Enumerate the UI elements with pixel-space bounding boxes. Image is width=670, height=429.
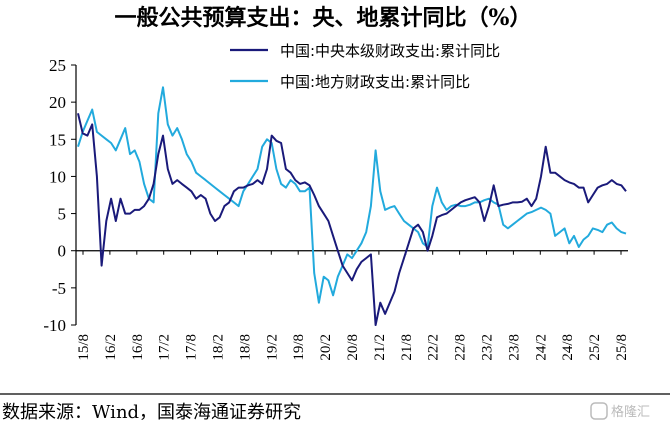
x-tick-label: 19/2 [264,334,280,361]
y-tick-label: 5 [58,205,67,224]
source-note: 数据来源：Wind，国泰海通证券研究 [2,402,301,423]
x-tick-label: 17/8 [184,334,200,361]
x-tick-label: 20/8 [345,334,361,361]
x-tick-label: 19/8 [291,334,307,361]
watermark-text: 格隆汇 [611,404,650,420]
x-tick-label: 25/8 [614,334,630,361]
x-tick-label: 24/2 [533,334,549,361]
x-tick-label: 17/2 [157,334,173,361]
watermark-logo-icon [590,402,608,420]
x-tick-label: 16/2 [103,334,119,361]
x-tick-label: 18/8 [237,334,253,361]
legend-label: 中国:中央本级财政支出:累计同比 [280,42,500,60]
x-tick-label: 25/2 [587,334,603,361]
plot-area: -10 -5 0 5 10 15 20 25 15/8 16/2 16/8 17/2 17/8 18/2 1… [43,56,630,361]
y-tick-label: 25 [49,56,66,75]
legend-label: 中国:地方财政支出:累计同比 [280,73,470,91]
y-tick-label: -5 [52,279,66,298]
x-tick-label: 18/2 [211,334,227,361]
x-tick-label: 22/8 [453,334,469,361]
x-tick-label: 15/8 [76,334,92,361]
series-line-0 [77,113,627,326]
x-tick-label: 24/8 [560,334,576,361]
y-tick-label: 0 [58,242,67,261]
y-tick-label: 10 [49,167,66,186]
y-tick-label: 20 [49,93,66,112]
y-tick-label: 15 [49,130,66,149]
x-tick-label: 23/8 [506,334,522,361]
chart-title: 一般公共预算支出：央、地累计同比（%） [115,5,532,31]
x-tick-label: 20/2 [318,334,334,361]
y-tick-label: -10 [43,316,66,335]
x-tick-label: 22/2 [426,334,442,361]
series-line-1 [77,86,627,304]
x-tick-label: 21/8 [399,334,415,361]
watermark: 格隆汇 [590,402,650,420]
x-tick-label: 21/2 [372,334,388,361]
x-tick-label: 16/8 [130,334,146,361]
x-tick-label: 23/2 [480,334,496,361]
